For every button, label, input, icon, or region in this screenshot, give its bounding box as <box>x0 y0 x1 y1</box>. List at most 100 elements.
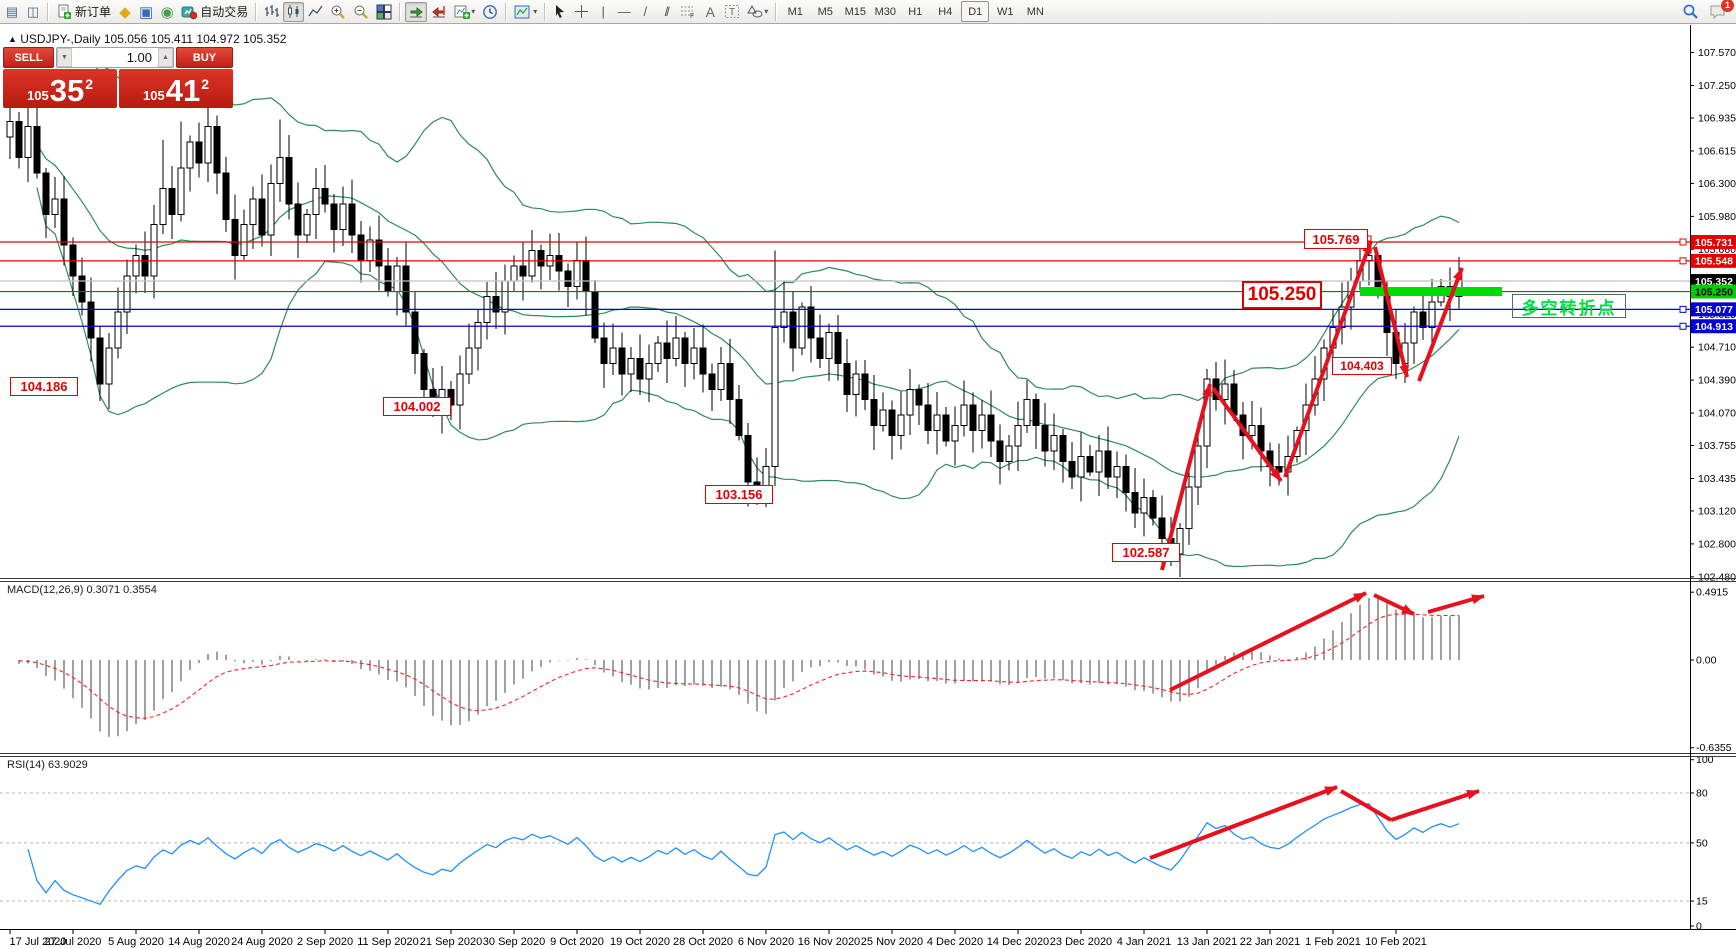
svg-text:27 Jul 2020: 27 Jul 2020 <box>45 936 102 948</box>
svg-text:28 Oct 2020: 28 Oct 2020 <box>673 936 733 948</box>
price-callout-104.403[interactable]: 104.403 <box>1332 357 1392 375</box>
timeframe-M15[interactable]: M15 <box>844 5 866 18</box>
svg-text:5 Aug 2020: 5 Aug 2020 <box>108 936 164 948</box>
volume-decrease-button[interactable]: ▼ <box>57 48 72 67</box>
volume-value[interactable]: 1.00 <box>126 50 152 65</box>
svg-text:103.435: 103.435 <box>1698 473 1736 485</box>
svg-text:105.077: 105.077 <box>1695 304 1733 316</box>
buy-price-big-figure: 105 <box>143 88 165 103</box>
svg-text:T: T <box>729 7 735 18</box>
price-callout-105.250[interactable]: 105.250 <box>1242 281 1322 309</box>
text-label-icon[interactable]: T <box>721 2 743 22</box>
history-center-icon[interactable]: ◆ <box>119 3 131 21</box>
svg-text:107.570: 107.570 <box>1698 47 1736 59</box>
market-watch-icon[interactable]: ▤ <box>5 3 19 19</box>
channel-icon[interactable]: // <box>664 4 670 19</box>
svg-text:105.980: 105.980 <box>1698 211 1736 223</box>
chart-title: ▲ USDJPY-,Daily 105.056 105.411 104.972 … <box>8 32 286 46</box>
sell-button[interactable]: SELL <box>3 47 54 68</box>
svg-text:25 Nov 2020: 25 Nov 2020 <box>861 936 923 948</box>
timeframe-H1[interactable]: H1 <box>908 5 923 18</box>
svg-text:0.4915: 0.4915 <box>1696 587 1728 599</box>
price-callout-104.002[interactable]: 104.002 <box>383 397 451 416</box>
price-callout-102.587[interactable]: 102.587 <box>1112 543 1180 562</box>
zoom-in-icon[interactable] <box>327 2 349 22</box>
timeframe-D1[interactable]: D1 <box>961 1 990 22</box>
svg-text:22 Jan 2021: 22 Jan 2021 <box>1240 936 1301 948</box>
svg-text:14 Aug 2020: 14 Aug 2020 <box>168 936 230 948</box>
chart-shift-icon[interactable] <box>428 2 450 22</box>
new-chart-button[interactable]: ▾ <box>451 2 478 22</box>
svg-text:104.913: 104.913 <box>1695 321 1733 333</box>
price-callout-105.769[interactable]: 105.769 <box>1304 229 1368 249</box>
svg-text:6 Nov 2020: 6 Nov 2020 <box>738 936 794 948</box>
timeframe-H4[interactable]: H4 <box>938 5 953 18</box>
price-callout-104.186[interactable]: 104.186 <box>10 377 78 396</box>
svg-text:11 Sep 2020: 11 Sep 2020 <box>357 936 419 948</box>
cursor-icon[interactable] <box>550 2 570 22</box>
svg-text:F: F <box>690 13 694 19</box>
trend-arrow <box>1211 386 1283 483</box>
volume-stepper: ▼ 1.00 ▲ <box>56 47 174 68</box>
collapse-triangle-icon[interactable]: ▲ <box>8 34 17 44</box>
auto-scroll-icon[interactable] <box>405 1 428 22</box>
vertical-line-icon[interactable]: | <box>601 4 605 19</box>
new-order-button[interactable]: 新订单 <box>53 2 114 22</box>
sell-price-big-figure: 105 <box>27 88 49 103</box>
templates-icon[interactable]: ▾ <box>511 2 540 22</box>
buy-price[interactable]: 105 41 2 <box>119 69 233 108</box>
bar-chart-icon[interactable] <box>261 2 282 22</box>
trend-arrow <box>1373 593 1415 616</box>
tile-windows-icon[interactable] <box>373 2 395 22</box>
svg-text:30 Sep 2020: 30 Sep 2020 <box>483 936 545 948</box>
svg-text:107.250: 107.250 <box>1698 80 1736 92</box>
trendline-icon[interactable]: / <box>643 4 648 19</box>
buy-button[interactable]: BUY <box>176 47 233 68</box>
svg-text:24 Aug 2020: 24 Aug 2020 <box>231 936 293 948</box>
timeframe-MN[interactable]: MN <box>1026 5 1044 18</box>
shapes-icon[interactable]: ▾ <box>744 2 771 22</box>
volume-increase-button[interactable]: ▲ <box>158 48 173 67</box>
signals-icon[interactable]: ◉ <box>160 3 174 21</box>
svg-text:-0.6355: -0.6355 <box>1696 742 1732 754</box>
trend-arrow <box>1390 789 1480 822</box>
candlestick-chart-icon[interactable] <box>283 1 305 22</box>
svg-text:105.548: 105.548 <box>1695 256 1733 268</box>
horizontal-line-icon[interactable]: — <box>617 4 631 19</box>
buy-price-point: 2 <box>201 76 209 92</box>
svg-text:104.390: 104.390 <box>1698 375 1736 387</box>
timeframe-M30[interactable]: M30 <box>874 5 896 18</box>
price-callout-103.156[interactable]: 103.156 <box>705 485 773 504</box>
trend-arrow <box>1373 246 1409 378</box>
svg-text:105.731: 105.731 <box>1695 237 1733 249</box>
turning-point-note[interactable]: 多空转折点 <box>1512 294 1626 318</box>
terminal-icon[interactable]: ▣ <box>139 3 154 21</box>
timeframe-W1[interactable]: W1 <box>997 5 1014 18</box>
svg-text:103.755: 103.755 <box>1698 440 1736 452</box>
autotrading-icon <box>181 6 198 19</box>
buy-price-pips: 41 <box>165 73 201 108</box>
one-click-trading-panel: SELL ▼ 1.00 ▲ BUY 105 35 2 105 41 2 <box>3 47 233 108</box>
dropdown-arrow-icon: ▾ <box>471 7 476 16</box>
text-tool-icon[interactable]: A <box>705 3 715 20</box>
fibonacci-icon[interactable]: F <box>677 2 699 22</box>
svg-text:19 Oct 2020: 19 Oct 2020 <box>610 936 670 948</box>
notifications-icon[interactable]: 1 <box>1706 0 1734 22</box>
trend-arrow <box>1417 267 1464 382</box>
autotrading-button[interactable]: 自动交易 <box>178 2 251 22</box>
search-icon[interactable] <box>1679 2 1702 22</box>
sell-price[interactable]: 105 35 2 <box>3 69 117 108</box>
period-clock-icon[interactable] <box>479 2 501 22</box>
zoom-out-icon[interactable] <box>350 2 372 22</box>
svg-text:9 Oct 2020: 9 Oct 2020 <box>550 936 604 948</box>
symbol-period-label: USDJPY-,Daily <box>20 32 101 46</box>
crosshair-icon[interactable] <box>571 2 592 22</box>
line-chart-icon[interactable] <box>305 2 326 22</box>
timeframe-M5[interactable]: M5 <box>817 5 833 18</box>
chart-canvas[interactable]: 107.570 107.250 106.935 106.615 106.300 105.9… <box>0 25 1736 949</box>
data-window-icon[interactable]: ◫ <box>26 3 40 19</box>
autotrading-label: 自动交易 <box>200 5 249 19</box>
timeframe-M1[interactable]: M1 <box>787 5 803 18</box>
svg-text:1 Feb 2021: 1 Feb 2021 <box>1305 936 1361 948</box>
